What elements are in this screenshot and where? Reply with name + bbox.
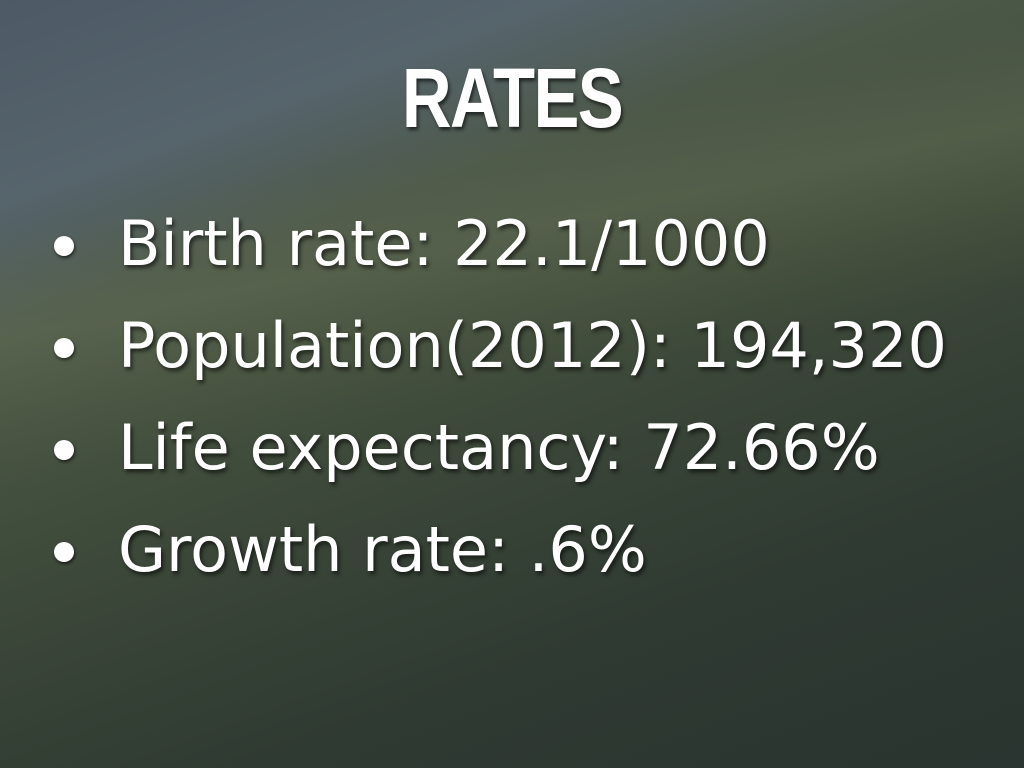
bullet-item: Population(2012): 194,320 [50, 298, 947, 400]
bullet-item: Life expectancy: 72.66% [50, 400, 947, 502]
bullet-text: Growth rate: .6% [118, 513, 647, 586]
bullet-item: Growth rate: .6% [50, 502, 947, 604]
bullet-item: Birth rate: 22.1/1000 [50, 196, 947, 298]
bullet-text: Population(2012): 194,320 [118, 309, 947, 382]
bullet-dot [54, 338, 74, 358]
bullet-text: Life expectancy: 72.66% [118, 411, 880, 484]
bullet-dot [54, 542, 74, 562]
bullet-text: Birth rate: 22.1/1000 [118, 207, 770, 280]
slide-title: RATES [401, 51, 624, 145]
bullet-list: Birth rate: 22.1/1000 Population(2012): 1… [50, 196, 947, 604]
bullet-dot [54, 440, 74, 460]
bullet-dot [54, 236, 74, 256]
